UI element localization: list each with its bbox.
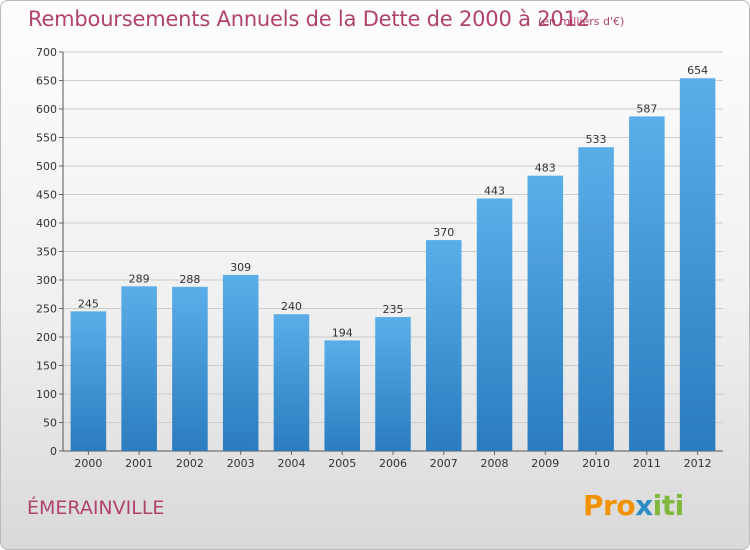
- x-tick-label-2001: 2001: [125, 457, 153, 470]
- x-tick-label-2006: 2006: [379, 457, 407, 470]
- y-tick-label: 700: [36, 46, 57, 59]
- data-labels: 245 289 288 309 240 194 235 370 443 483 533 587 654: [78, 64, 708, 339]
- bar-2012: [679, 78, 716, 451]
- y-tick-label: 100: [36, 388, 57, 401]
- data-label-2010: 533: [586, 133, 607, 146]
- x-tick-label-2004: 2004: [277, 457, 305, 470]
- chart-title: Remboursements Annuels de la Dette de 20…: [28, 7, 590, 31]
- x-tick-label-2005: 2005: [328, 457, 356, 470]
- y-tick-label: 350: [36, 246, 57, 259]
- bar-2002: [172, 286, 208, 451]
- x-tick-label-2000: 2000: [74, 457, 102, 470]
- bar-2004: [273, 314, 310, 451]
- bar-2007: [426, 240, 462, 451]
- x-tick-label-2010: 2010: [582, 457, 610, 470]
- y-tick-label: 550: [36, 132, 57, 145]
- x-tick-label-2011: 2011: [633, 457, 661, 470]
- place-name: ÉMERAINVILLE: [27, 497, 165, 519]
- x-tick-label-2007: 2007: [430, 457, 458, 470]
- bar-2003: [222, 274, 259, 451]
- data-label-2001: 289: [129, 272, 150, 285]
- data-label-2007: 370: [433, 226, 454, 239]
- y-tick-label: 200: [36, 331, 57, 344]
- data-label-2004: 240: [281, 300, 302, 313]
- data-label-2006: 235: [383, 303, 404, 316]
- x-tick-label-2009: 2009: [531, 457, 559, 470]
- y-tick-label: 600: [36, 103, 57, 116]
- bar-2009: [527, 175, 564, 451]
- y-tick-label: 150: [36, 360, 57, 373]
- data-label-2000: 245: [78, 297, 99, 310]
- bar-2011: [629, 116, 665, 451]
- x-tick-label-2002: 2002: [176, 457, 204, 470]
- y-tick-label: 250: [36, 303, 57, 316]
- bar-2008: [476, 198, 513, 451]
- bar-2001: [121, 286, 157, 451]
- data-label-2005: 194: [332, 326, 353, 339]
- y-tick-label: 400: [36, 217, 57, 230]
- y-tick-label: 50: [43, 417, 57, 430]
- proxiti-logo: Proxiti: [583, 489, 684, 522]
- data-label-2011: 587: [636, 102, 657, 115]
- y-tick-label: 0: [50, 445, 57, 458]
- bar-2005: [324, 340, 360, 451]
- data-label-2012: 654: [687, 64, 708, 77]
- chart-subtitle: (en milliers d'€): [538, 15, 625, 28]
- bar-2006: [375, 317, 411, 451]
- y-tick-label: 450: [36, 189, 57, 202]
- y-tick-label: 500: [36, 160, 57, 173]
- y-tick-label: 650: [36, 75, 57, 88]
- bars: [70, 78, 716, 451]
- data-label-2009: 483: [535, 162, 556, 175]
- x-tick-label-2008: 2008: [481, 457, 509, 470]
- bar-2010: [578, 147, 614, 451]
- data-label-2003: 309: [230, 261, 251, 274]
- x-tick-label-2012: 2012: [684, 457, 712, 470]
- bar-2000: [70, 311, 107, 451]
- x-tick-label-2003: 2003: [227, 457, 255, 470]
- data-label-2002: 288: [179, 273, 200, 286]
- data-label-2008: 443: [484, 184, 505, 197]
- y-tick-label: 300: [36, 274, 57, 287]
